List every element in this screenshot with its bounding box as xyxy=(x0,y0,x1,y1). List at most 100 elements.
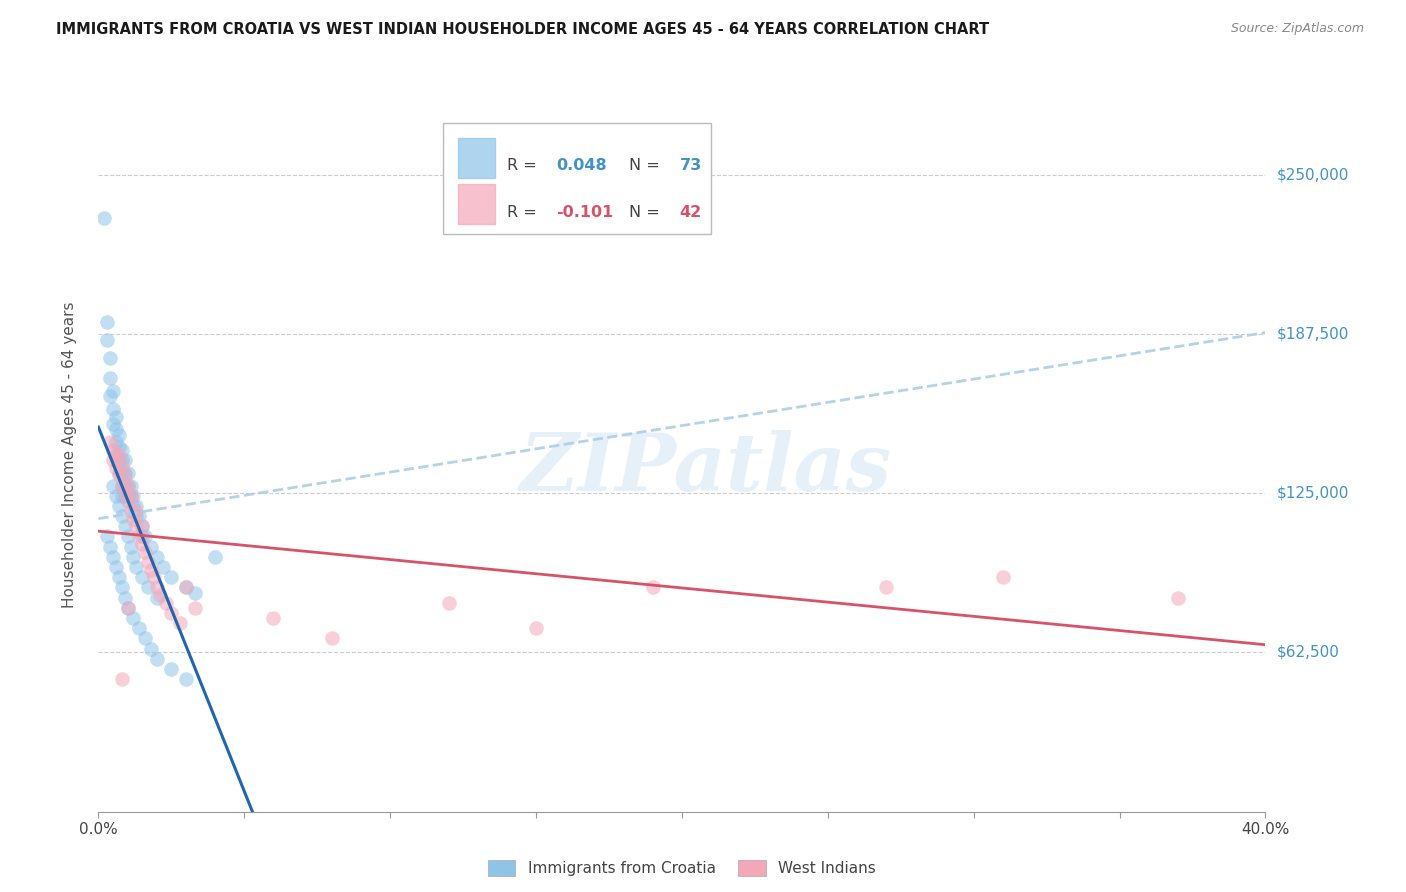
Point xyxy=(117,489,139,503)
Point xyxy=(174,581,197,595)
Point xyxy=(641,581,664,595)
Point xyxy=(128,529,150,543)
Point xyxy=(104,489,127,503)
Text: $187,500: $187,500 xyxy=(1277,326,1348,342)
Point xyxy=(104,560,127,574)
Text: 73: 73 xyxy=(679,159,702,173)
Point xyxy=(117,493,139,508)
Text: N =: N = xyxy=(630,205,665,219)
FancyBboxPatch shape xyxy=(458,185,495,225)
Point xyxy=(104,460,127,475)
Text: R =: R = xyxy=(508,159,541,173)
Point xyxy=(114,591,136,605)
Point xyxy=(108,570,131,584)
Point xyxy=(117,600,139,615)
Point xyxy=(437,596,460,610)
Text: 42: 42 xyxy=(679,205,702,219)
Point xyxy=(104,409,127,424)
Point xyxy=(122,489,145,503)
Point xyxy=(111,458,134,472)
Point xyxy=(108,427,131,442)
Point xyxy=(101,453,124,467)
Point xyxy=(101,384,124,399)
Point xyxy=(104,435,127,450)
Point xyxy=(120,489,142,503)
Point xyxy=(120,504,142,518)
Point xyxy=(128,621,150,635)
Point xyxy=(134,529,156,543)
Text: ZIPatlas: ZIPatlas xyxy=(519,431,891,508)
Point xyxy=(125,519,148,533)
Y-axis label: Householder Income Ages 45 - 64 years: Householder Income Ages 45 - 64 years xyxy=(62,301,77,608)
FancyBboxPatch shape xyxy=(458,137,495,178)
Point xyxy=(108,448,131,462)
Point xyxy=(114,466,136,480)
Point xyxy=(160,662,183,676)
Point xyxy=(111,466,134,480)
Point xyxy=(98,435,121,450)
Point xyxy=(108,468,131,483)
FancyBboxPatch shape xyxy=(443,123,711,234)
Point xyxy=(114,489,136,503)
Point xyxy=(149,588,172,602)
Point xyxy=(98,389,121,403)
Point xyxy=(101,402,124,417)
Point xyxy=(155,596,177,610)
Point xyxy=(117,478,139,492)
Point xyxy=(122,611,145,625)
Point xyxy=(1167,591,1189,605)
Text: R =: R = xyxy=(508,205,541,219)
Point xyxy=(96,333,118,347)
Point xyxy=(152,560,174,574)
Point xyxy=(101,478,124,492)
Point xyxy=(108,499,131,513)
Point xyxy=(321,632,343,646)
Point xyxy=(104,422,127,436)
Point xyxy=(125,560,148,574)
Point xyxy=(98,540,121,554)
Point xyxy=(120,540,142,554)
Text: 0.048: 0.048 xyxy=(555,159,606,173)
Point xyxy=(122,511,145,525)
Point xyxy=(120,478,142,492)
Point xyxy=(146,591,169,605)
Point xyxy=(125,504,148,518)
Point xyxy=(111,581,134,595)
Point xyxy=(134,632,156,646)
Point xyxy=(174,672,197,686)
Point xyxy=(104,448,127,462)
Point xyxy=(108,466,131,480)
Point xyxy=(524,621,547,635)
Point xyxy=(139,540,162,554)
Point xyxy=(174,581,197,595)
Point xyxy=(98,351,121,365)
Point xyxy=(111,442,134,457)
Point xyxy=(117,466,139,480)
Point xyxy=(93,211,115,225)
Point xyxy=(160,606,183,620)
Point xyxy=(991,570,1014,584)
Text: $125,000: $125,000 xyxy=(1277,485,1348,500)
Point xyxy=(146,581,169,595)
Point xyxy=(131,519,153,533)
Point xyxy=(111,672,134,686)
Text: $62,500: $62,500 xyxy=(1277,645,1340,660)
Text: -0.101: -0.101 xyxy=(555,205,613,219)
Point xyxy=(122,499,145,513)
Point xyxy=(134,545,156,559)
Point xyxy=(146,652,169,666)
Point xyxy=(160,570,183,584)
Point xyxy=(96,315,118,329)
Point xyxy=(142,570,165,584)
Point xyxy=(104,448,127,462)
Point xyxy=(262,611,284,625)
Point xyxy=(98,371,121,385)
Point xyxy=(183,585,205,599)
Legend: Immigrants from Croatia, West Indians: Immigrants from Croatia, West Indians xyxy=(482,855,882,882)
Point xyxy=(131,570,153,584)
Point xyxy=(114,453,136,467)
Point xyxy=(114,486,136,500)
Point xyxy=(125,499,148,513)
Point xyxy=(114,519,136,533)
Point xyxy=(111,489,134,503)
